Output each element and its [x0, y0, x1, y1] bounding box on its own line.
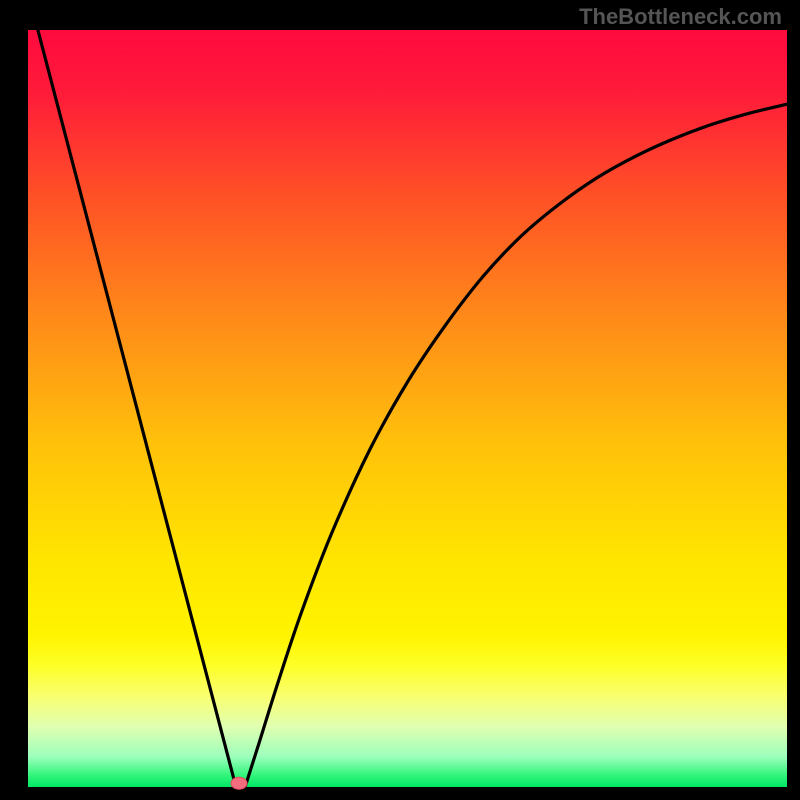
plot-gradient-background [28, 30, 787, 787]
watermark-text: TheBottleneck.com [579, 4, 782, 30]
